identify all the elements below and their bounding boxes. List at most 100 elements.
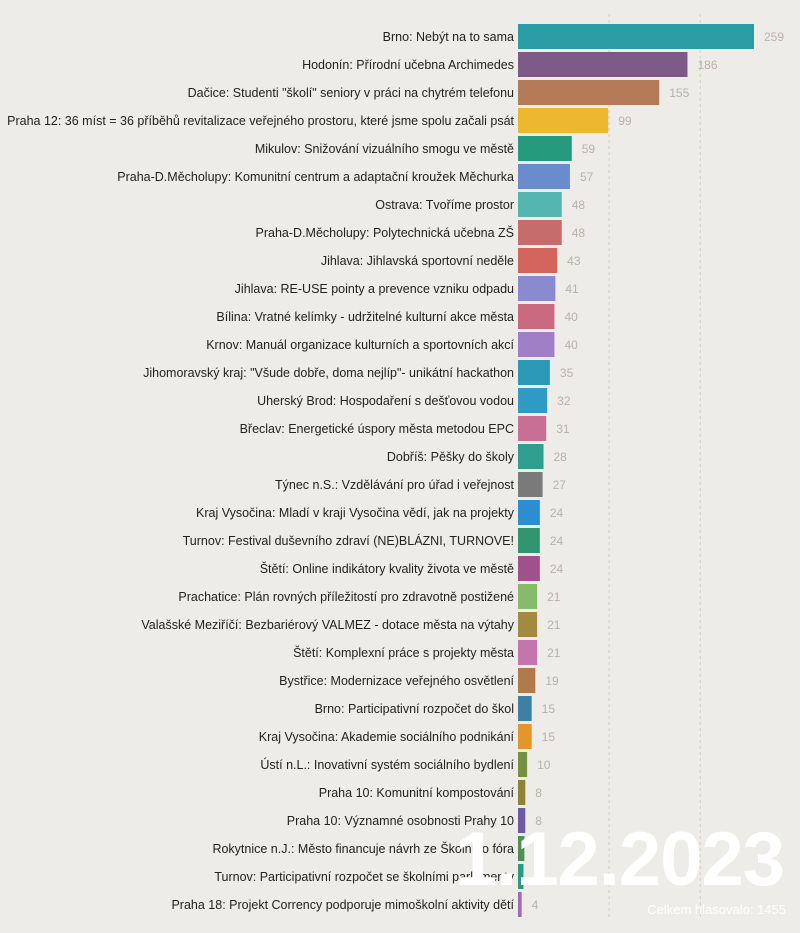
category-label-6: Ostrava: Tvoříme prostor (375, 198, 514, 212)
bar-18 (518, 528, 540, 553)
value-label-18: 24 (550, 534, 564, 548)
category-label-25: Kraj Vysočina: Akademie sociálního podni… (259, 730, 515, 744)
bar-7 (518, 220, 562, 245)
category-label-1: Hodonín: Přírodní učebna Archimedes (302, 58, 514, 72)
category-label-24: Brno: Participativní rozpočet do škol (315, 702, 514, 716)
bar-16 (518, 472, 543, 497)
category-label-26: Ústí n.L.: Inovativní systém sociálního … (260, 757, 514, 772)
bar-28 (518, 808, 526, 833)
value-label-26: 10 (537, 758, 551, 772)
date-watermark: 1.12.2023 (454, 817, 785, 902)
bar-0 (518, 24, 754, 49)
value-label-4: 59 (582, 142, 596, 156)
value-label-8: 43 (567, 254, 581, 268)
bar-6 (518, 192, 562, 217)
value-label-17: 24 (550, 506, 564, 520)
value-label-22: 21 (547, 646, 561, 660)
bar-13 (518, 388, 548, 413)
bar-22 (518, 640, 538, 665)
category-label-28: Praha 10: Významné osobnosti Prahy 10 (287, 814, 514, 828)
bar-25 (518, 724, 532, 749)
value-label-20: 21 (547, 590, 561, 604)
bar-1 (518, 52, 688, 77)
bar-26 (518, 752, 528, 777)
bar-11 (518, 332, 555, 357)
value-label-29: 7 (534, 842, 541, 856)
category-label-9: Jihlava: RE-USE pointy a prevence vzniku… (235, 282, 514, 296)
category-label-8: Jihlava: Jihlavská sportovní neděle (321, 254, 514, 268)
value-label-25: 15 (542, 730, 556, 744)
category-label-21: Valašské Meziříčí: Bezbariérový VALMEZ -… (141, 618, 514, 632)
value-label-12: 35 (560, 366, 574, 380)
bar-30 (518, 864, 524, 889)
value-label-5: 57 (580, 170, 594, 184)
bar-2 (518, 80, 660, 105)
value-label-9: 41 (565, 282, 579, 296)
category-label-16: Týnec n.S.: Vzdělávání pro úřad i veřejn… (275, 478, 515, 492)
category-label-19: Štětí: Online indikátory kvality života … (260, 561, 514, 576)
category-label-27: Praha 10: Komunitní kompostování (319, 786, 515, 800)
value-label-23: 19 (545, 674, 559, 688)
bar-19 (518, 556, 540, 581)
category-label-29: Rokytnice n.J.: Město financuje návrh ze… (212, 841, 514, 856)
bar-8 (518, 248, 558, 273)
bar-4 (518, 136, 572, 161)
value-label-7: 48 (572, 226, 586, 240)
bar-27 (518, 780, 526, 805)
value-label-15: 28 (554, 450, 568, 464)
bar-31 (518, 892, 522, 917)
value-label-19: 24 (550, 562, 564, 576)
value-label-13: 32 (557, 394, 571, 408)
category-label-3: Praha 12: 36 míst = 36 příběhů revitaliz… (7, 114, 514, 128)
value-label-14: 31 (556, 422, 570, 436)
value-label-24: 15 (542, 702, 556, 716)
value-label-0: 259 (764, 30, 784, 44)
bar-29 (518, 836, 525, 861)
category-label-4: Mikulov: Snižování vizuálního smogu ve m… (255, 142, 514, 156)
bar-3 (518, 108, 609, 133)
category-label-17: Kraj Vysočina: Mladí v kraji Vysočina vě… (196, 506, 515, 520)
value-label-2: 155 (669, 86, 689, 100)
value-label-16: 27 (553, 478, 567, 492)
category-label-31: Praha 18: Projekt Corrency podporuje mim… (171, 898, 514, 912)
value-label-3: 99 (618, 114, 632, 128)
category-label-5: Praha-D.Měcholupy: Komunitní centrum a a… (117, 170, 514, 184)
value-label-30: 6 (533, 870, 540, 884)
category-label-20: Prachatice: Plán rovných příležitostí pr… (178, 590, 514, 604)
bar-5 (518, 164, 570, 189)
bar-12 (518, 360, 550, 385)
bar-10 (518, 304, 555, 329)
category-label-15: Dobříš: Pěšky do školy (387, 450, 515, 464)
value-label-27: 8 (535, 786, 542, 800)
category-label-30: Turnov: Participativní rozpočet se školn… (214, 870, 514, 884)
bar-20 (518, 584, 538, 609)
bar-15 (518, 444, 544, 469)
value-label-28: 8 (535, 814, 542, 828)
bar-24 (518, 696, 532, 721)
category-label-10: Bílina: Vratné kelímky - udržitelné kult… (216, 310, 514, 324)
category-label-12: Jihomoravský kraj: "Všude dobře, doma ne… (143, 366, 514, 380)
bar-23 (518, 668, 536, 693)
value-label-31: 4 (532, 898, 539, 912)
category-label-18: Turnov: Festival duševního zdraví (NE)BL… (183, 533, 514, 548)
category-label-14: Břeclav: Energetické úspory města metodo… (240, 422, 514, 436)
category-label-2: Dačice: Studenti "školí" seniory v práci… (188, 86, 514, 100)
value-label-11: 40 (564, 338, 578, 352)
value-label-1: 186 (697, 58, 717, 72)
bar-14 (518, 416, 547, 441)
bar-17 (518, 500, 540, 525)
value-label-6: 48 (572, 198, 586, 212)
bar-21 (518, 612, 538, 637)
category-label-0: Brno: Nebýt na to sama (383, 30, 514, 44)
value-label-10: 40 (564, 310, 578, 324)
category-label-22: Štětí: Komplexní práce s projekty města (293, 645, 514, 660)
bar-9 (518, 276, 556, 301)
total-votes-label: Celkem hlasovalo: 1455 (647, 902, 786, 917)
value-label-21: 21 (547, 618, 561, 632)
category-label-13: Uherský Brod: Hospodaření s dešťovou vod… (257, 394, 514, 408)
category-label-23: Bystřice: Modernizace veřejného osvětlen… (279, 674, 514, 688)
category-label-7: Praha-D.Měcholupy: Polytechnická učebna … (256, 225, 514, 240)
category-label-11: Krnov: Manuál organizace kulturních a sp… (206, 338, 514, 352)
